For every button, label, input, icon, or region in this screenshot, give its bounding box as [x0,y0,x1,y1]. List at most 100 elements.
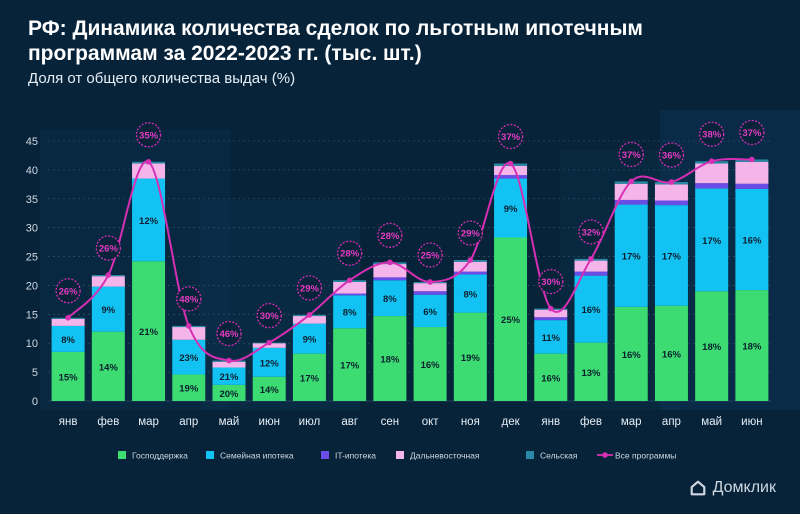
share-label: 28% [340,249,360,260]
chart-title-line-2: программам за 2022-2023 гг. (тыс. шт.) [28,42,422,65]
bar-segment [413,327,447,401]
share-label: 26% [99,244,119,255]
share-bubble [216,320,242,347]
share-label: 26% [59,286,79,297]
bar-segment [172,327,206,340]
legend-label: Господдержка [132,451,188,461]
legend-swatch [206,451,214,459]
bar-segment [333,328,367,401]
bar-segment [373,316,407,401]
share-label: 35% [139,130,159,141]
line-point [387,259,393,266]
legend-swatch [118,451,126,459]
bar-segment [212,384,246,401]
bar-segment [51,318,85,326]
bar-segment [333,293,367,296]
x-tick-label: ноя [461,416,480,428]
bar-value-label: 19% [461,353,481,364]
bar-segment [534,320,568,354]
bar-value-label: 8% [343,308,357,319]
x-tick-label: мар [138,416,159,428]
bar-segment [292,353,326,401]
share-label: 48% [179,294,199,305]
bar-segment [614,199,648,205]
bar-value-label: 8% [61,335,75,346]
legend-swatch [526,451,534,459]
bar-segment [614,306,648,401]
bar-segment [574,271,608,276]
share-bubble [256,302,282,329]
share-label: 37% [742,128,762,139]
share-label: 38% [702,130,722,141]
bar-segment [132,261,166,401]
share-bubble [417,242,443,268]
line-point [65,315,71,321]
share-bubble [497,123,524,150]
share-label: 30% [541,277,561,288]
bar-value-label: 9% [101,305,115,316]
share-label: 37% [622,150,642,161]
chart-title: РФ: Динамика количества сделок по льготн… [28,16,643,66]
share-bubble [618,141,644,168]
bar-value-label: 17% [300,373,320,384]
bar-value-label: 8% [463,290,477,301]
bar-segment [654,200,688,206]
bar-segment [212,361,246,368]
x-tick-label: май [701,416,722,428]
line-point [467,257,474,263]
bar-segment [494,175,528,179]
y-tick-label: 5 [32,367,38,379]
bar-segment [494,165,528,176]
y-tick-label: 45 [26,136,38,148]
bar-value-label: 17% [662,251,682,262]
bar-segment [735,188,769,291]
x-tick-label: июн [259,416,280,428]
bar-segment [614,183,648,200]
legend-label: IT-ипотека [335,451,376,461]
bar-value-label: 17% [702,236,722,247]
bar-value-label: 21% [139,327,159,338]
share-label: 46% [219,329,239,340]
bar-segment [453,312,487,401]
bar-segment [534,317,568,321]
bar-value-label: 17% [340,361,360,372]
bar-segment [453,261,487,272]
bar-segment [413,294,447,328]
brand-name: Домклик [712,479,776,496]
legend-label: Сельская [540,451,578,461]
share-label: 37% [501,132,521,143]
chart-subtitle: Доля от общего количества выдач (%) [28,70,296,87]
bar-segment [373,277,407,281]
bar-value-label: 18% [742,342,762,353]
share-bubble [55,278,81,304]
line-point [628,178,635,185]
share-label: 30% [260,311,280,322]
bar-value-label: 8% [383,294,397,305]
bar-value-label: 16% [662,349,682,360]
bar-value-label: 9% [504,204,518,215]
bar-value-label: 23% [179,353,199,364]
share-bubble [457,220,483,246]
bar-segment [252,376,286,401]
bar-segment [373,280,407,317]
bar-segment [654,305,688,401]
x-tick-label: янв [541,416,560,428]
bar-value-label: 13% [581,368,601,379]
line-point [427,279,433,285]
x-tick-label: авг [341,416,358,428]
bar-value-label: 18% [702,342,722,353]
y-tick-label: 35 [26,194,38,206]
share-bubble [135,122,162,148]
x-tick-label: сен [381,416,400,428]
share-bubble [95,235,121,261]
y-tick-label: 25 [26,252,38,264]
x-tick-label: янв [59,416,78,428]
bar-segment [91,331,125,401]
bar-segment [413,291,447,295]
bar-segment [252,347,286,377]
bar-segment [494,237,528,401]
bar-segment [534,353,568,401]
bar-segment [51,351,85,401]
bar-value-label: 17% [622,252,642,263]
